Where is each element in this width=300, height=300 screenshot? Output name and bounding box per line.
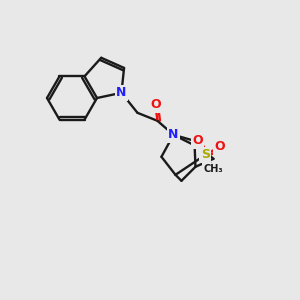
Text: N: N <box>168 128 178 141</box>
Text: O: O <box>214 140 225 153</box>
Text: CH₃: CH₃ <box>204 164 223 174</box>
Text: N: N <box>116 86 127 99</box>
Text: S: S <box>201 148 210 161</box>
Text: O: O <box>192 134 203 147</box>
Text: O: O <box>150 98 161 111</box>
